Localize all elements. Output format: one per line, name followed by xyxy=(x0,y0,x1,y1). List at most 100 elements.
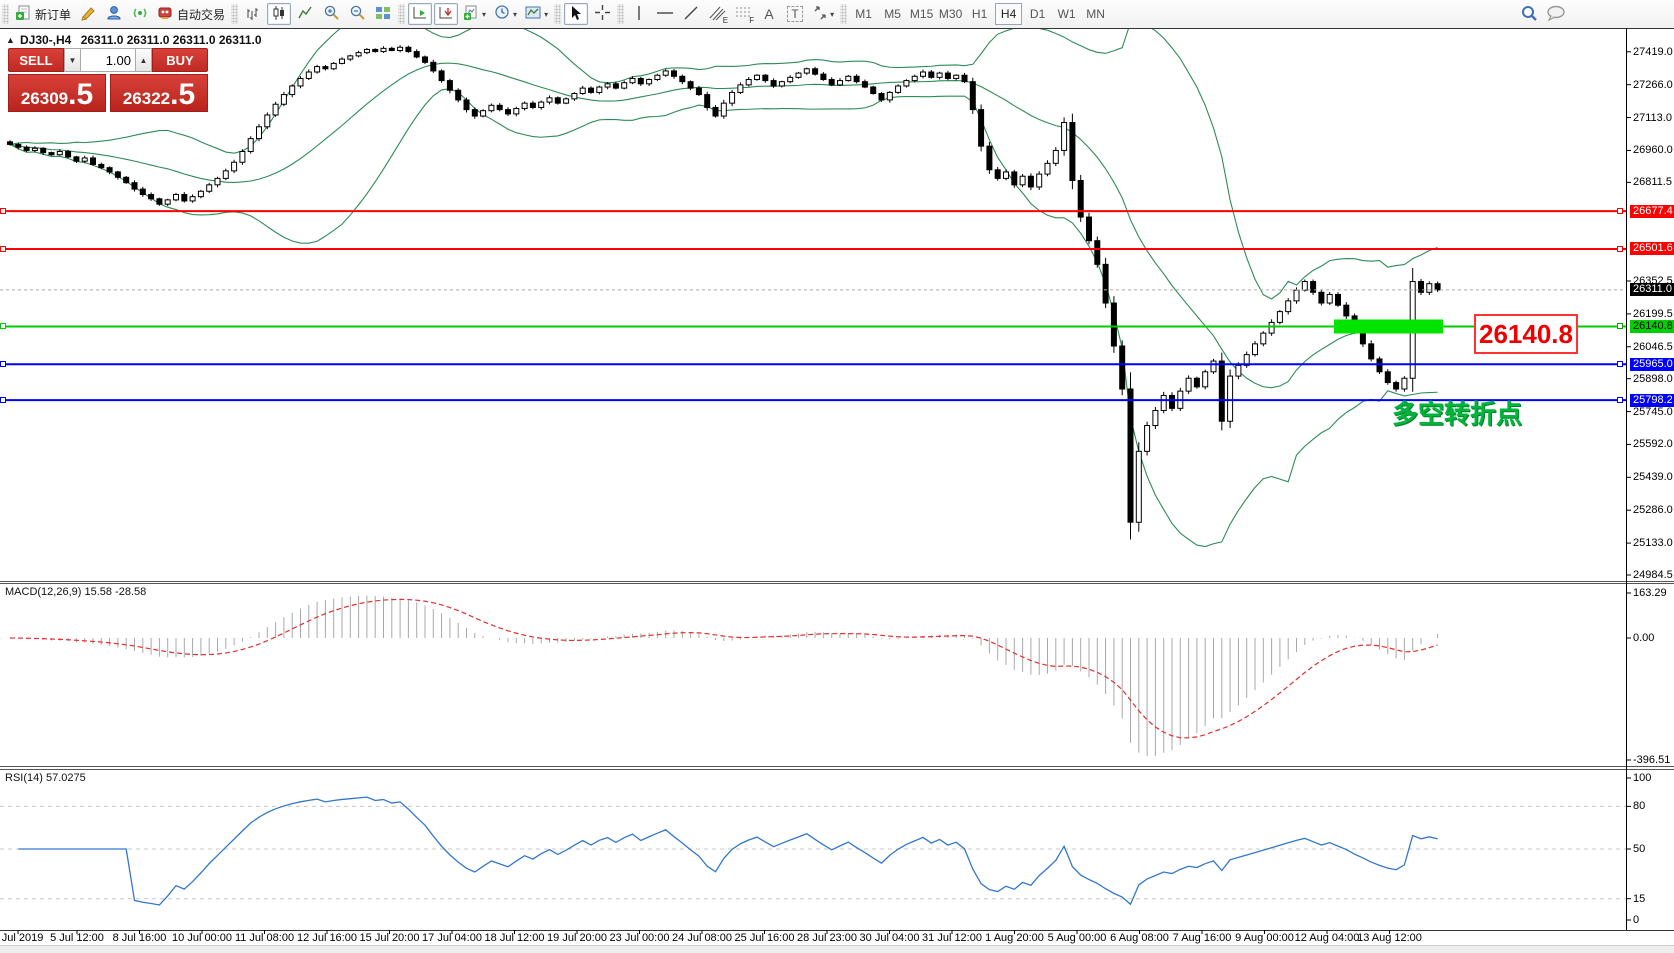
line-handle[interactable] xyxy=(0,361,6,368)
fibonacci-tool-button[interactable]: F xyxy=(731,3,755,25)
line-handle[interactable] xyxy=(1617,245,1623,252)
zoom-in-button[interactable] xyxy=(319,3,343,25)
one-click-trading-panel: SELL ▼ ▲ BUY 26309 .5 26322 .5 xyxy=(8,48,208,112)
timeframe-button-m15[interactable]: M15 xyxy=(909,7,934,21)
line-chart-icon xyxy=(297,5,313,24)
time-axis-label: 17 Jul 04:00 xyxy=(422,932,482,944)
toolbar-grip[interactable] xyxy=(840,4,848,24)
time-axis-label: 30 Jul 04:00 xyxy=(859,932,920,944)
new-order-icon xyxy=(15,4,32,24)
line-handle[interactable] xyxy=(0,245,6,252)
buy-price-box[interactable]: 26322 .5 xyxy=(110,74,208,112)
macd-axis-tick: 163.29 xyxy=(1633,587,1667,599)
sell-price-box[interactable]: 26309 .5 xyxy=(8,74,106,112)
line-handle[interactable] xyxy=(1617,208,1623,215)
price-axis-tick: 25898.0 xyxy=(1633,372,1673,385)
toolbar-grip[interactable] xyxy=(231,4,239,24)
toolbar-grip[interactable] xyxy=(554,4,562,24)
line-handle[interactable] xyxy=(0,323,6,330)
signals-button[interactable] xyxy=(128,3,152,25)
turning-point-annotation[interactable]: 多空转折点 xyxy=(1392,399,1523,429)
candlestick-chart-button[interactable] xyxy=(267,3,292,25)
channel-tool-button[interactable]: E xyxy=(705,3,729,25)
fibonacci-letter: F xyxy=(749,16,755,25)
price-axis-tick: 25439.0 xyxy=(1633,471,1673,484)
time-axis-label: 31 Jul 12:00 xyxy=(922,932,982,944)
time-axis-label: 10 Jul 00:00 xyxy=(172,932,232,944)
crosshair-tool-button[interactable] xyxy=(590,3,614,25)
price-axis-tick: 26046.5 xyxy=(1633,340,1673,353)
auto-scroll-button[interactable] xyxy=(408,3,433,25)
buy-price-main: 26322 xyxy=(122,89,171,108)
timeframe-button-m30[interactable]: M30 xyxy=(938,7,963,21)
indicators-button[interactable]: ▾ xyxy=(460,3,489,25)
symbol-header: DJ30-,H4 26311.0 26311.0 26311.0 26311.0 xyxy=(20,33,262,47)
volume-input[interactable] xyxy=(81,48,135,72)
timeframe-button-h4[interactable]: H4 xyxy=(995,3,1023,25)
macd-label: MACD(12,26,9) 15.58 -28.58 xyxy=(5,586,147,598)
periods-button[interactable]: ▾ xyxy=(491,3,520,25)
horizontal-line-tool-button[interactable] xyxy=(653,3,677,25)
time-axis-label: 4 Jul 2019 xyxy=(0,932,44,944)
zoom-out-button[interactable] xyxy=(345,3,369,25)
time-axis-label: 7 Aug 16:00 xyxy=(1172,932,1232,944)
timeframe-button-d1[interactable]: D1 xyxy=(1029,7,1046,21)
periods-dropdown-arrow[interactable]: ▾ xyxy=(513,9,518,19)
bottom-scroll-strip[interactable] xyxy=(0,945,1674,953)
rsi-label: RSI(14) 57.0275 xyxy=(5,772,86,784)
time-axis-label: 19 Jul 20:00 xyxy=(547,932,607,944)
templates-dropdown-arrow[interactable]: ▾ xyxy=(544,9,549,19)
crayon-button[interactable] xyxy=(76,3,100,25)
chat-button[interactable] xyxy=(1543,3,1569,25)
new-order-button[interactable]: 新订单 xyxy=(12,3,74,25)
label-tool-button[interactable]: T xyxy=(783,3,807,25)
sell-button[interactable]: SELL xyxy=(8,48,64,72)
time-axis-label: 5 Aug 00:00 xyxy=(1047,932,1107,944)
line-handle[interactable] xyxy=(1617,323,1623,330)
community-button[interactable] xyxy=(102,3,126,25)
bar-chart-button[interactable] xyxy=(241,3,265,25)
price-axis-tick: 25133.0 xyxy=(1633,537,1673,550)
timeframe-button-h1[interactable]: H1 xyxy=(971,7,988,21)
clock-icon xyxy=(494,4,511,24)
chart-canvas[interactable] xyxy=(0,28,1674,953)
arrows-icon xyxy=(812,5,828,24)
line-handle[interactable] xyxy=(0,208,6,215)
price-axis-tick: 26352.5 xyxy=(1633,275,1673,287)
line-handle[interactable] xyxy=(1617,361,1623,368)
text-tool-button[interactable]: A xyxy=(757,3,781,25)
cursor-tool-button[interactable] xyxy=(564,3,589,25)
panel-collapse-arrow[interactable]: ▲ xyxy=(6,35,15,45)
indicators-dropdown-arrow[interactable]: ▾ xyxy=(482,9,487,19)
timeframe-button-mn[interactable]: MN xyxy=(1086,7,1105,21)
time-axis-label: 12 Jul 16:00 xyxy=(297,932,357,944)
price-callout-label[interactable]: 26140.8 xyxy=(1474,314,1578,354)
volume-increase-button[interactable]: ▲ xyxy=(135,48,152,72)
templates-button[interactable]: ▾ xyxy=(522,3,551,25)
time-axis-label: 9 Aug 00:00 xyxy=(1235,932,1294,944)
search-button[interactable] xyxy=(1517,3,1541,25)
volume-decrease-button[interactable]: ▼ xyxy=(64,48,81,72)
autotrading-button[interactable]: 自动交易 xyxy=(154,3,228,25)
arrows-dropdown-arrow[interactable]: ▾ xyxy=(830,9,835,19)
tile-windows-button[interactable] xyxy=(371,3,395,25)
level-price-tag: 26677.4 xyxy=(1630,204,1674,218)
line-handle[interactable] xyxy=(0,397,6,404)
equidistant-channel-icon xyxy=(708,5,726,24)
search-icon xyxy=(1520,4,1538,25)
indicators-icon xyxy=(463,4,480,24)
timeframe-button-w1[interactable]: W1 xyxy=(1057,7,1076,21)
vertical-line-tool-button[interactable] xyxy=(627,3,651,25)
timeframe-button-m5[interactable]: M5 xyxy=(884,7,901,21)
buy-button[interactable]: BUY xyxy=(152,48,208,72)
toolbar-grip[interactable] xyxy=(398,4,406,24)
trendline-tool-button[interactable] xyxy=(679,3,703,25)
symbol-period-label: DJ30-,H4 xyxy=(20,33,72,47)
arrows-tool-button[interactable]: ▾ xyxy=(809,3,837,25)
timeframe-button-m1[interactable]: M1 xyxy=(855,7,872,21)
chart-shift-button[interactable] xyxy=(434,3,459,25)
line-handle[interactable] xyxy=(1617,397,1623,404)
toolbar-grip[interactable] xyxy=(2,4,9,24)
toolbar-grip[interactable] xyxy=(617,4,625,24)
line-chart-button[interactable] xyxy=(293,3,317,25)
